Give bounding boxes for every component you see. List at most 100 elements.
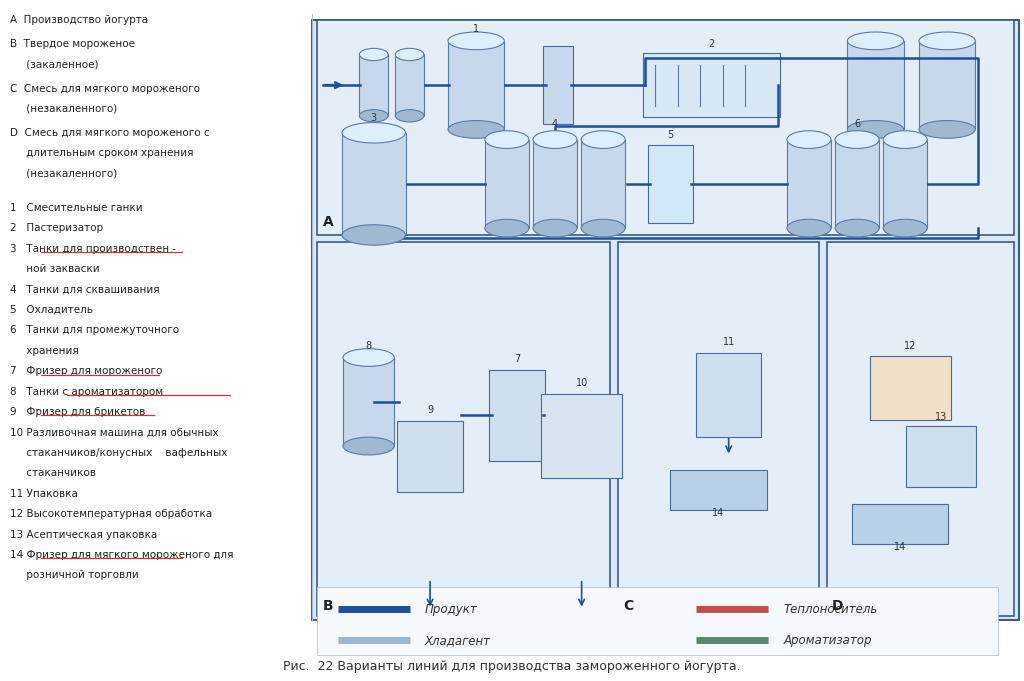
Bar [395,54,424,116]
Text: Рис.  22 Варианты линий для производства замороженного йогурта.: Рис. 22 Варианты линий для производства … [284,660,740,673]
Ellipse shape [920,32,975,50]
Text: Ароматизатор: Ароматизатор [783,633,871,647]
Text: стаканчиков: стаканчиков [10,469,96,478]
Bar [920,41,976,129]
Ellipse shape [883,131,928,148]
Text: 11: 11 [723,337,735,347]
FancyBboxPatch shape [696,353,762,437]
Text: 4: 4 [552,119,558,129]
Ellipse shape [485,131,528,148]
Text: 8   Танки с ароматизатором: 8 Танки с ароматизатором [10,387,164,396]
Text: 3: 3 [371,112,377,123]
FancyBboxPatch shape [489,370,545,461]
Ellipse shape [848,32,903,50]
Text: стаканчиков/конусных    вафельных: стаканчиков/конусных вафельных [10,448,227,458]
Text: 3   Танки для производствен -: 3 Танки для производствен - [10,244,176,253]
Text: 2   Пастеризатор: 2 Пастеризатор [10,223,103,233]
Ellipse shape [449,121,505,138]
Ellipse shape [485,219,528,237]
Text: A: A [323,215,333,229]
Ellipse shape [848,121,903,138]
Ellipse shape [786,219,831,237]
Bar [317,587,998,655]
FancyBboxPatch shape [643,53,780,117]
Ellipse shape [883,219,928,237]
Text: 1   Смесительные ганки: 1 Смесительные ганки [10,203,143,212]
Text: 14: 14 [713,507,725,518]
Ellipse shape [836,219,879,237]
Text: 14 Фризер для мягкого мороженого для: 14 Фризер для мягкого мороженого для [10,550,233,560]
Text: 2: 2 [709,39,715,49]
Text: 11 Упаковка: 11 Упаковка [10,489,78,498]
Ellipse shape [534,131,578,148]
Text: D: D [833,599,844,613]
Text: розничной торговли: розничной торговли [10,571,139,580]
Bar [787,140,831,228]
Bar [582,140,625,228]
Text: 13 Асептическая упаковка: 13 Асептическая упаковка [10,530,158,539]
Text: 10 Разливочная машина для обычных: 10 Разливочная машина для обычных [10,428,219,437]
Text: 13: 13 [935,412,947,422]
Ellipse shape [836,131,879,148]
Text: 9   Фризер для брикетов: 9 Фризер для брикетов [10,407,145,417]
Bar [359,54,388,116]
FancyBboxPatch shape [544,46,573,124]
Bar [534,140,578,228]
FancyBboxPatch shape [317,20,1014,235]
Text: 8: 8 [366,340,372,351]
Ellipse shape [342,225,406,245]
Text: хранения: хранения [10,346,79,355]
FancyBboxPatch shape [852,505,948,545]
Text: 6   Танки для промежуточного: 6 Танки для промежуточного [10,326,179,335]
FancyBboxPatch shape [869,356,950,420]
Text: 4   Танки для сквашивания: 4 Танки для сквашивания [10,285,160,294]
Ellipse shape [359,110,388,122]
FancyBboxPatch shape [317,242,610,616]
Text: (закаленное): (закаленное) [10,60,98,69]
Ellipse shape [343,349,394,366]
Bar [342,133,406,235]
FancyBboxPatch shape [541,394,622,478]
FancyBboxPatch shape [618,242,819,616]
Text: 10: 10 [575,378,588,388]
Text: (незакаленного): (незакаленного) [10,169,118,178]
Text: C  Смесь для мягкого мороженого: C Смесь для мягкого мороженого [10,84,201,93]
FancyBboxPatch shape [671,470,767,511]
Ellipse shape [359,48,388,61]
FancyBboxPatch shape [905,426,976,486]
Text: 5   Охладитель: 5 Охладитель [10,305,93,315]
Ellipse shape [581,131,625,148]
Ellipse shape [343,437,394,455]
Ellipse shape [342,123,406,143]
Text: A  Производство йогурта: A Производство йогурта [10,16,148,25]
FancyBboxPatch shape [827,242,1014,616]
FancyBboxPatch shape [397,421,463,492]
Ellipse shape [534,219,578,237]
Bar [836,140,879,228]
FancyBboxPatch shape [648,145,693,223]
Ellipse shape [581,219,625,237]
Text: 9: 9 [427,405,433,415]
Text: (незакаленного): (незакаленного) [10,104,118,114]
Text: 1: 1 [473,24,479,34]
Text: C: C [624,599,634,613]
Ellipse shape [395,48,424,61]
Bar [343,358,394,446]
Text: длительным сроком хранения: длительным сроком хранения [10,148,194,158]
Text: B  Твердое мороженое: B Твердое мороженое [10,39,135,49]
FancyBboxPatch shape [312,20,1019,620]
Text: Теплоноситель: Теплоноситель [783,603,878,616]
Bar [883,140,928,228]
Text: 6: 6 [854,119,860,129]
Text: B: B [323,599,333,613]
Text: 7   Фризер для мороженого: 7 Фризер для мороженого [10,366,163,376]
Bar [449,41,504,129]
Text: 7: 7 [514,354,520,364]
Text: Продукт: Продукт [425,603,478,616]
Text: 12: 12 [904,340,916,351]
Ellipse shape [395,110,424,122]
Text: ной закваски: ной закваски [10,264,100,274]
Text: Хладагент: Хладагент [425,633,490,647]
Bar [848,41,904,129]
Text: 5: 5 [668,129,674,140]
